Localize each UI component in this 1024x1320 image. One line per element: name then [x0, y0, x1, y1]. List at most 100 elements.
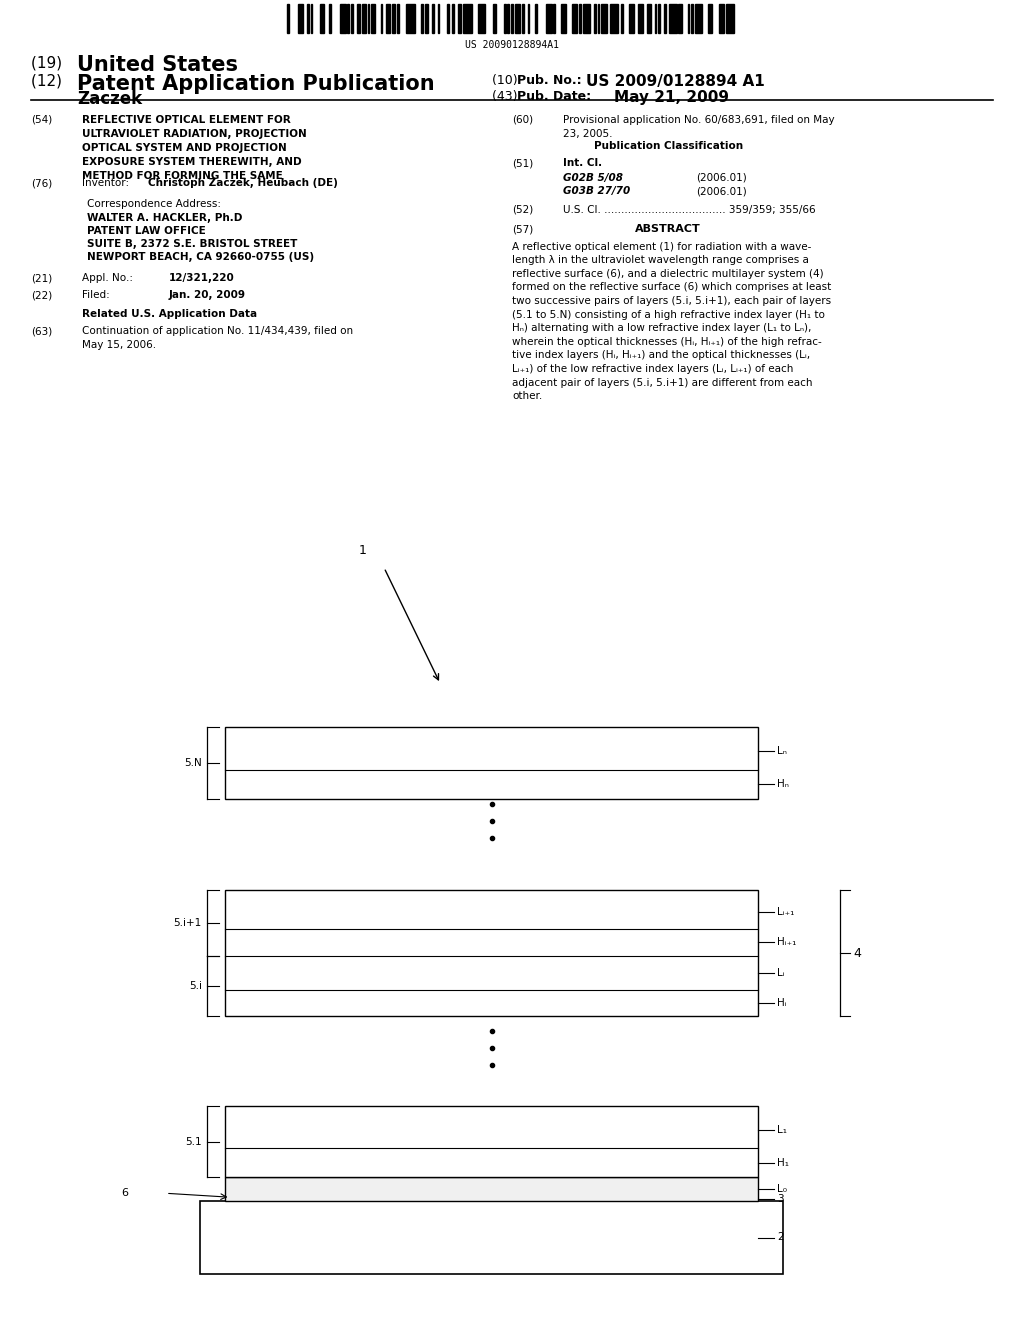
Text: Pub. Date:: Pub. Date:	[517, 90, 591, 103]
Text: L₀: L₀	[777, 1184, 787, 1195]
Bar	[527, 4, 529, 33]
Bar	[446, 4, 449, 33]
Bar	[329, 4, 331, 33]
Text: Provisional application No. 60/683,691, filed on May
23, 2005.: Provisional application No. 60/683,691, …	[563, 115, 835, 139]
Bar	[407, 4, 416, 33]
Text: NEWPORT BEACH, CA 92660-0755 (US): NEWPORT BEACH, CA 92660-0755 (US)	[87, 252, 314, 263]
Bar	[522, 4, 524, 33]
Text: US 2009/0128894 A1: US 2009/0128894 A1	[586, 74, 765, 88]
Text: Hᵢ: Hᵢ	[777, 998, 786, 1008]
Text: May 21, 2009: May 21, 2009	[614, 90, 729, 104]
Bar	[610, 4, 617, 33]
Text: Filed:: Filed:	[82, 290, 110, 301]
Bar	[658, 4, 660, 33]
Text: G02B 5/08: G02B 5/08	[563, 173, 624, 183]
Bar	[437, 4, 439, 33]
Bar	[629, 4, 634, 33]
Bar	[340, 4, 345, 33]
Bar	[391, 4, 395, 33]
Bar	[225, 727, 758, 799]
Bar	[458, 4, 462, 33]
Text: H₁: H₁	[777, 1158, 790, 1168]
Bar	[679, 4, 682, 33]
Text: (57): (57)	[512, 224, 534, 235]
Text: Hₙ: Hₙ	[777, 779, 790, 789]
Text: REFLECTIVE OPTICAL ELEMENT FOR
ULTRAVIOLET RADIATION, PROJECTION
OPTICAL SYSTEM : REFLECTIVE OPTICAL ELEMENT FOR ULTRAVIOL…	[82, 115, 306, 181]
Text: Hᵢ₊₁: Hᵢ₊₁	[777, 937, 797, 948]
Text: G03B 27/70: G03B 27/70	[563, 186, 631, 197]
Bar	[425, 4, 428, 33]
Bar	[351, 4, 353, 33]
Bar	[594, 4, 596, 33]
Text: (43): (43)	[492, 90, 521, 103]
Bar	[719, 4, 724, 33]
Text: 12/321,220: 12/321,220	[169, 273, 234, 284]
Text: Patent Application Publication: Patent Application Publication	[77, 74, 434, 94]
Bar	[493, 4, 497, 33]
Text: (12): (12)	[31, 74, 67, 88]
Bar	[298, 4, 303, 33]
Text: Zaczek: Zaczek	[77, 90, 142, 108]
Bar	[647, 4, 651, 33]
Bar	[598, 4, 599, 33]
Bar	[695, 4, 702, 33]
Text: Christoph Zaczek, Heubach (DE): Christoph Zaczek, Heubach (DE)	[148, 178, 338, 189]
Text: Appl. No.:: Appl. No.:	[82, 273, 133, 284]
Bar	[307, 4, 309, 33]
Text: Int. Cl.: Int. Cl.	[563, 158, 602, 169]
Text: Lₙ: Lₙ	[777, 746, 787, 756]
Bar	[319, 4, 324, 33]
Bar	[571, 4, 578, 33]
Bar	[688, 4, 689, 33]
Text: Correspondence Address:: Correspondence Address:	[87, 199, 221, 210]
Text: 5.1: 5.1	[185, 1137, 202, 1147]
Text: Related U.S. Application Data: Related U.S. Application Data	[82, 309, 257, 319]
Bar	[397, 4, 399, 33]
Bar	[432, 4, 434, 33]
Bar	[478, 4, 485, 33]
Bar	[225, 1177, 758, 1201]
Text: 5.i+1: 5.i+1	[173, 917, 202, 928]
Text: 2: 2	[777, 1233, 783, 1242]
Text: Jan. 20, 2009: Jan. 20, 2009	[169, 290, 246, 301]
Text: PATENT LAW OFFICE: PATENT LAW OFFICE	[87, 226, 206, 236]
Text: (60): (60)	[512, 115, 534, 125]
Text: A reflective optical element (1) for radiation with a wave-
length λ in the ultr: A reflective optical element (1) for rad…	[512, 242, 831, 401]
Bar	[453, 4, 454, 33]
Bar	[386, 4, 390, 33]
Bar	[561, 4, 566, 33]
Text: Pub. No.:: Pub. No.:	[517, 74, 582, 87]
Bar	[546, 4, 552, 33]
Text: US 20090128894A1: US 20090128894A1	[465, 40, 559, 50]
Bar	[515, 4, 520, 33]
Text: 6: 6	[121, 1188, 128, 1199]
Text: Publication Classification: Publication Classification	[594, 141, 743, 152]
Text: (2006.01): (2006.01)	[696, 173, 748, 183]
Text: 1: 1	[358, 544, 367, 557]
Bar	[638, 4, 643, 33]
Text: 4: 4	[853, 946, 861, 960]
Bar	[225, 890, 758, 1016]
Bar	[601, 4, 606, 33]
Text: 5.i: 5.i	[188, 981, 202, 991]
Bar	[654, 4, 656, 33]
Text: 3: 3	[777, 1193, 783, 1204]
Bar	[670, 4, 677, 33]
Bar	[362, 4, 366, 33]
Bar	[583, 4, 590, 33]
Bar	[200, 1201, 783, 1274]
Bar	[504, 4, 506, 33]
Bar	[368, 4, 370, 33]
Bar	[287, 4, 289, 33]
Text: (2006.01): (2006.01)	[696, 186, 748, 197]
Bar	[580, 4, 581, 33]
Text: (76): (76)	[31, 178, 52, 189]
Text: (63): (63)	[31, 326, 52, 337]
Bar	[347, 4, 349, 33]
Bar	[553, 4, 555, 33]
Bar	[372, 4, 375, 33]
Text: ABSTRACT: ABSTRACT	[635, 224, 700, 235]
Text: (51): (51)	[512, 158, 534, 169]
Text: (22): (22)	[31, 290, 52, 301]
Bar	[225, 1106, 758, 1177]
